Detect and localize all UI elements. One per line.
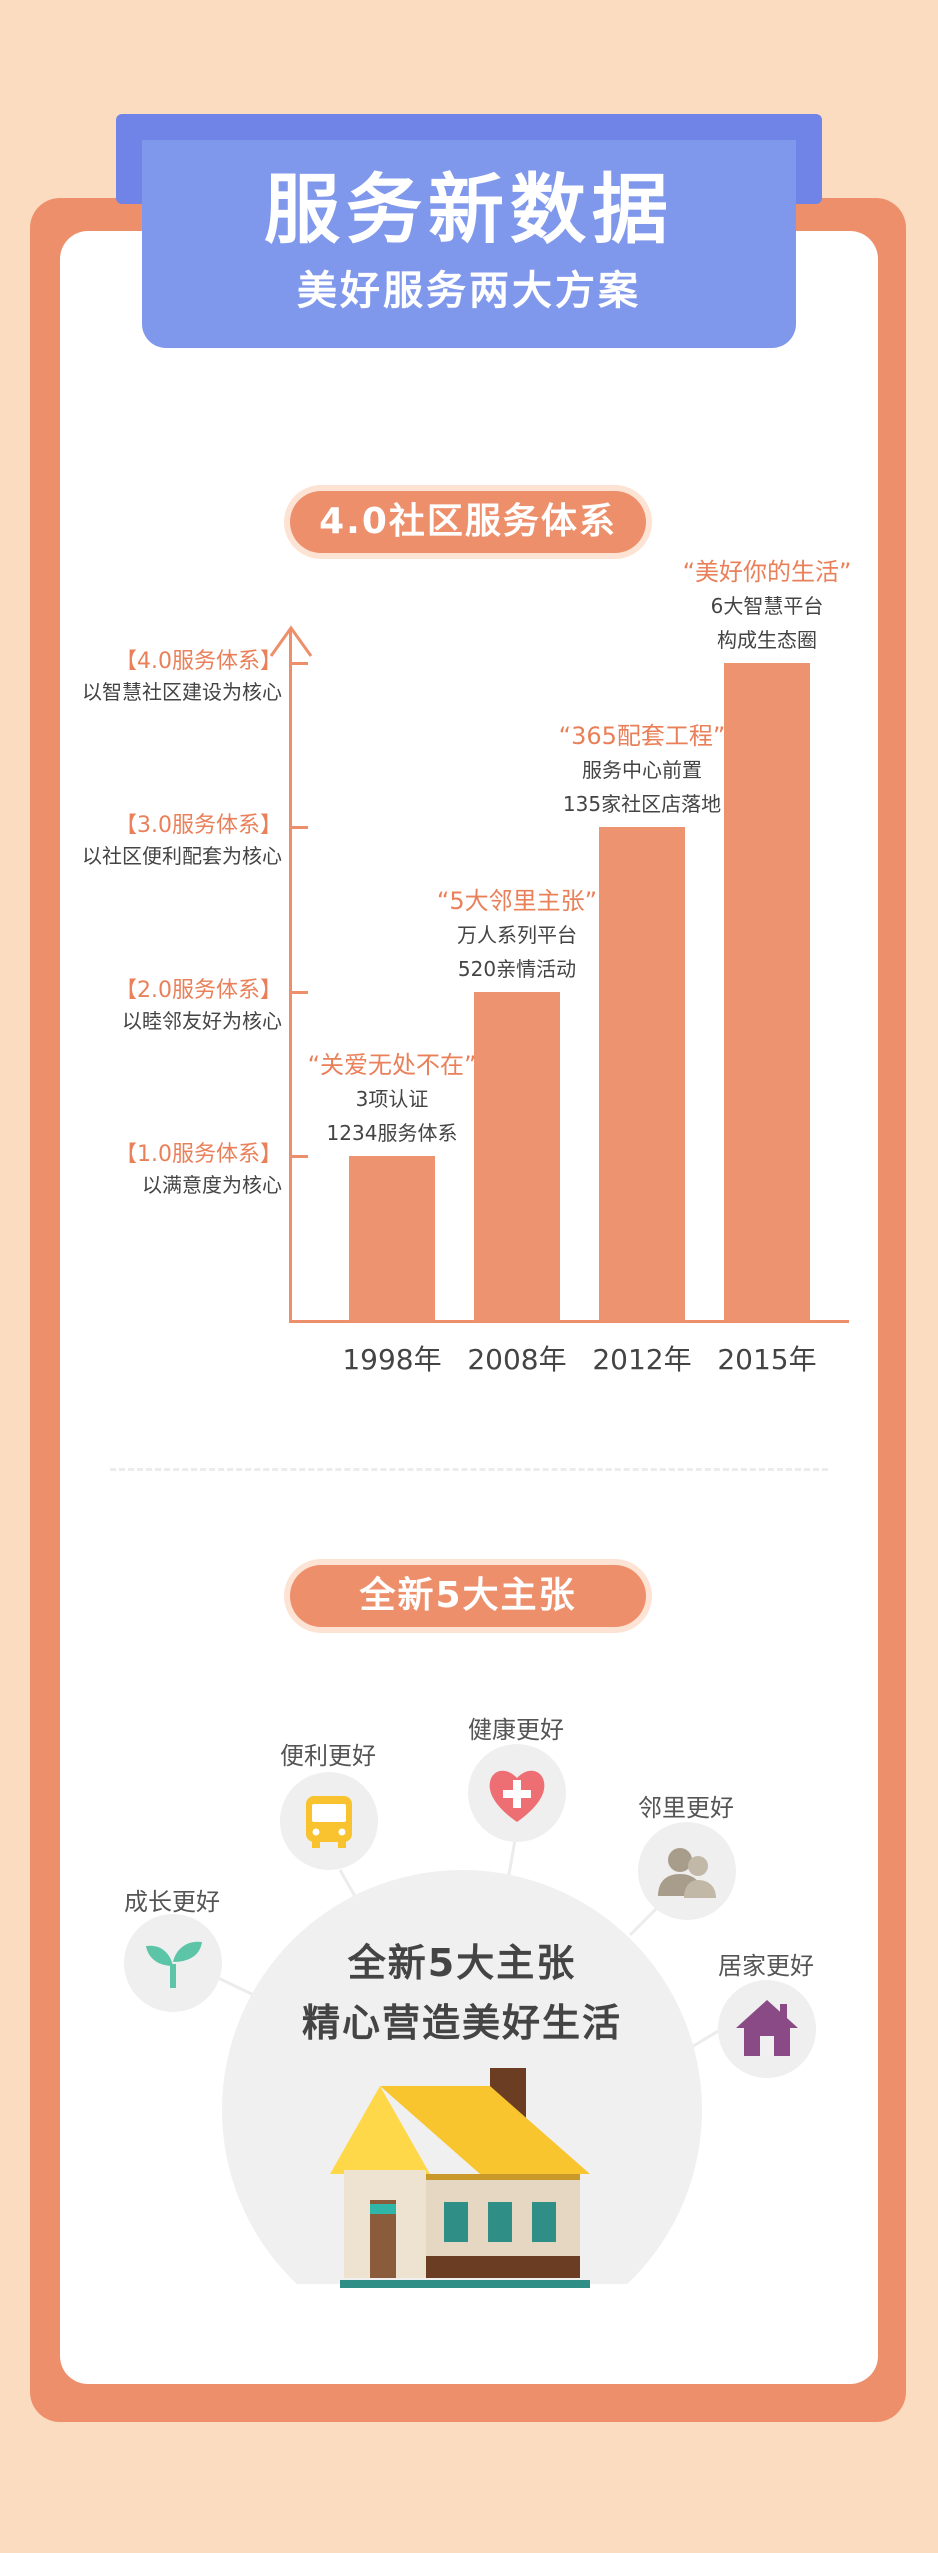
y-level-desc: 以睦邻友好为核心 [122, 1008, 282, 1033]
label-home: 居家更好 [718, 1952, 814, 1980]
y-level-label: 【4.0服务体系】以智慧社区建设为核心 [52, 647, 282, 707]
bar [599, 827, 685, 1321]
label-convenience: 便利更好 [280, 1742, 376, 1770]
y-tick [292, 826, 308, 830]
home-icon [736, 2000, 798, 2056]
bar-annotation: “美好你的生活” 6大智慧平台 构成生态圈 [637, 555, 897, 657]
bar-annotation: “5大邻里主张” 万人系列平台 520亲情活动 [387, 884, 647, 986]
y-level-title: 【4.0服务体系】 [115, 648, 282, 674]
x-tick-label: 2008年 [467, 1343, 567, 1376]
label-health: 健康更好 [468, 1716, 564, 1744]
house-illustration [330, 2068, 590, 2288]
label-neighborhood: 邻里更好 [638, 1794, 734, 1822]
bar-annotation: “365配套工程” 服务中心前置 135家社区店落地 [512, 719, 772, 821]
bar [724, 662, 810, 1321]
people-icon [658, 1848, 716, 1898]
annotation-line1: 服务中心前置 [582, 758, 702, 783]
page-subtitle: 美好服务两大方案 [297, 268, 641, 314]
center-subtitle: 精心营造美好生活 [301, 2001, 622, 2045]
x-tick-label: 2015年 [717, 1343, 817, 1376]
y-level-label: 【3.0服务体系】以社区便利配套为核心 [52, 811, 282, 871]
annotation-line1: 6大智慧平台 [710, 593, 824, 618]
y-level-label: 【2.0服务体系】以睦邻友好为核心 [52, 976, 282, 1036]
circle-convenience [280, 1772, 378, 1870]
x-tick-label: 1998年 [342, 1343, 442, 1376]
circle-health [468, 1744, 566, 1842]
bar [474, 991, 560, 1321]
y-level-title: 【1.0服务体系】 [115, 1142, 282, 1168]
annotation-quote: “5大邻里主张” [436, 886, 598, 915]
annotation-quote: “关爱无处不在” [307, 1051, 477, 1080]
y-axis-arrow-icon [269, 625, 313, 657]
center-title: 全新5大主张 [347, 1941, 577, 1985]
y-level-label: 【1.0服务体系】以满意度为核心 [52, 1140, 282, 1200]
chart-y-axis [289, 630, 292, 1322]
annotation-quote: “美好你的生活” [682, 557, 852, 586]
y-level-desc: 以满意度为核心 [142, 1173, 282, 1198]
y-tick [292, 990, 308, 994]
annotation-line2: 135家社区店落地 [562, 792, 722, 817]
label-growth: 成长更好 [124, 1888, 220, 1916]
annotation-line1: 万人系列平台 [457, 922, 577, 947]
section-divider [110, 1468, 828, 1471]
y-level-desc: 以社区便利配套为核心 [82, 844, 282, 869]
page-title: 服务新数据 [264, 165, 674, 254]
y-tick [292, 661, 308, 665]
annotation-line1: 3项认证 [355, 1087, 429, 1112]
circle-home [718, 1980, 816, 2078]
x-tick-label: 2012年 [592, 1343, 692, 1376]
bar [349, 1156, 435, 1321]
bar-annotation: “关爱无处不在” 3项认证 1234服务体系 [262, 1048, 522, 1150]
circle-growth [124, 1914, 222, 2012]
section-pill-service-system: 4.0社区服务体系 [290, 491, 646, 553]
annotation-line2: 1234服务体系 [326, 1121, 458, 1146]
y-tick [292, 1155, 308, 1159]
chart-x-axis [289, 1320, 849, 1323]
y-level-title: 【3.0服务体系】 [115, 813, 282, 839]
bus-icon [306, 1796, 352, 1848]
y-level-desc: 以智慧社区建设为核心 [82, 679, 282, 704]
heart-plus-icon [489, 1770, 545, 1822]
annotation-line2: 构成生态圈 [717, 627, 817, 652]
annotation-line2: 520亲情活动 [457, 956, 577, 981]
annotation-quote: “365配套工程” [558, 722, 726, 751]
circle-mask [200, 2284, 730, 2384]
title-ribbon [142, 140, 796, 348]
sprout-icon [146, 1941, 202, 1988]
y-level-title: 【2.0服务体系】 [115, 977, 282, 1003]
circle-neighborhood [638, 1822, 736, 1920]
section-pill-five-propositions: 全新5大主张 [290, 1565, 646, 1627]
